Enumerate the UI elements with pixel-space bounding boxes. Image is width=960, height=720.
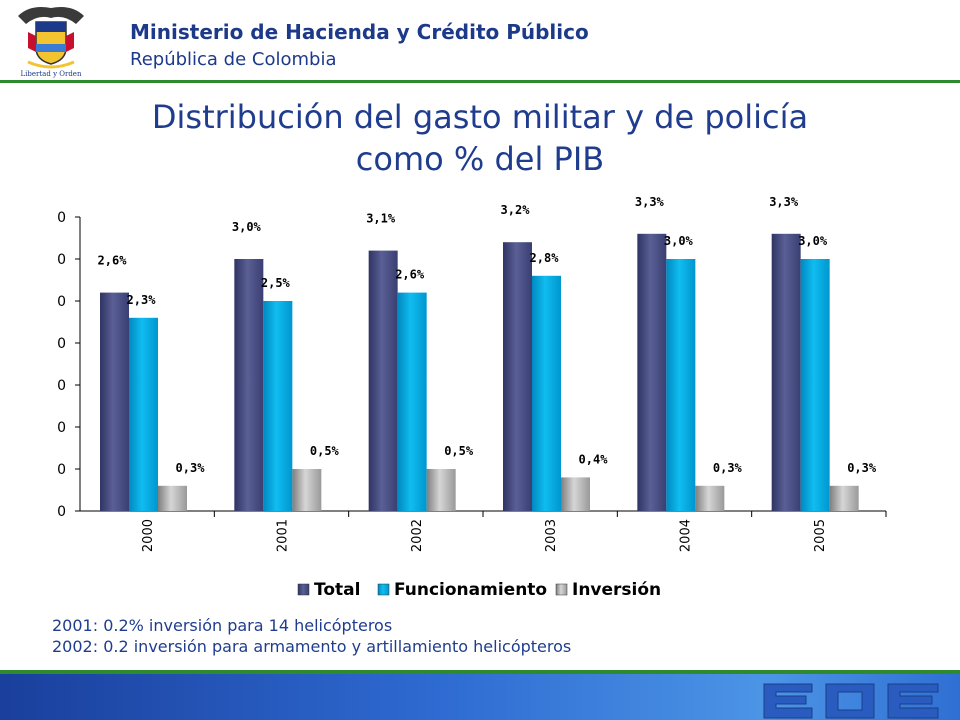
data-label: 2,8% bbox=[530, 251, 560, 265]
x-tick-label: 2000 bbox=[141, 519, 156, 552]
bar-inversión-2004 bbox=[695, 485, 725, 511]
bar-inversión-2005 bbox=[829, 485, 859, 511]
data-label: 2,3% bbox=[127, 293, 157, 307]
data-label: 3,3% bbox=[769, 195, 799, 209]
data-label: 0,4% bbox=[579, 452, 609, 466]
legend-label-funcionamiento: Funcionamiento bbox=[394, 580, 547, 600]
bar-funcionamiento-2002 bbox=[397, 292, 427, 511]
footer-logo-mark bbox=[763, 683, 939, 719]
data-label: 3,0% bbox=[798, 234, 828, 248]
y-tick-label: 0 bbox=[57, 420, 66, 436]
bar-inversión-2003 bbox=[561, 477, 590, 511]
bar-total-2002 bbox=[368, 250, 398, 511]
chart-axes: 0 0 0 0 0 0 0 0 2000 2001 2002 2003 2004 2005 bbox=[57, 210, 887, 552]
note-2001: 2001: 0.2% inversión para 14 helicóptero… bbox=[52, 616, 393, 635]
data-label: 0,5% bbox=[444, 444, 474, 458]
data-label: 0,3% bbox=[847, 461, 877, 475]
bar-total-2003 bbox=[503, 242, 532, 511]
bar-funcionamiento-2001 bbox=[263, 301, 293, 511]
x-tick-label: 2005 bbox=[813, 519, 828, 552]
y-tick-label: 0 bbox=[57, 378, 66, 394]
chart-data-labels: 2,6% 3,0% 3,1% 3,2% 3,3% 3,3% 2,3% 2,5% 2,6% 2,8%… bbox=[98, 195, 877, 475]
bar-funcionamiento-2003 bbox=[532, 275, 561, 511]
data-label: 2,6% bbox=[395, 268, 425, 282]
y-tick-label: 0 bbox=[57, 294, 66, 310]
bar-funcionamiento-2004 bbox=[666, 259, 696, 511]
data-label: 2,6% bbox=[98, 254, 128, 268]
y-tick-label: 0 bbox=[57, 252, 66, 268]
legend-label-inversión: Inversión bbox=[572, 580, 661, 600]
footer-divider bbox=[0, 670, 960, 674]
chart-title: Distribución del gasto militar y de poli… bbox=[151, 98, 809, 178]
data-label: 2,5% bbox=[261, 276, 291, 290]
data-label: 3,3% bbox=[635, 195, 665, 209]
y-tick-label: 0 bbox=[57, 336, 66, 352]
y-tick-label: 0 bbox=[57, 504, 66, 520]
coat-of-arms-logo: Libertad y Orden bbox=[18, 7, 84, 78]
republic-name: República de Colombia bbox=[130, 49, 337, 70]
chart-legend: Total Funcionamiento Inversión bbox=[297, 580, 661, 600]
x-tick-label: 2002 bbox=[410, 519, 425, 552]
x-tick-label: 2003 bbox=[544, 519, 559, 552]
data-label: 3,0% bbox=[232, 220, 262, 234]
data-label: 0,3% bbox=[176, 461, 206, 475]
bar-total-2005 bbox=[771, 233, 801, 512]
ministry-name: Ministerio de Hacienda y Crédito Público bbox=[130, 20, 589, 44]
bar-chart: 0 0 0 0 0 0 0 0 2000 2001 2002 2003 2004 2005 2,6% 3,0… bbox=[57, 195, 887, 600]
chart-bars bbox=[100, 233, 859, 512]
legend-swatch-funcionamiento bbox=[377, 583, 390, 596]
bar-funcionamiento-2000 bbox=[129, 317, 158, 511]
legend-swatch-total bbox=[297, 583, 310, 596]
bar-total-2004 bbox=[637, 233, 667, 512]
data-label: 3,1% bbox=[366, 212, 396, 226]
data-label: 3,0% bbox=[664, 234, 694, 248]
data-label: 3,2% bbox=[501, 203, 531, 217]
bar-inversión-2000 bbox=[158, 485, 187, 511]
bar-inversión-2002 bbox=[426, 469, 456, 511]
note-2002: 2002: 0.2 inversión para armamento y art… bbox=[52, 637, 572, 656]
legend-swatch-inversión bbox=[555, 583, 568, 596]
y-tick-label: 0 bbox=[57, 462, 66, 478]
bar-total-2000 bbox=[100, 292, 129, 511]
bar-inversión-2001 bbox=[292, 469, 322, 511]
header-divider bbox=[0, 80, 960, 83]
header: Libertad y Orden Ministerio de Hacienda … bbox=[0, 0, 960, 80]
x-tick-label: 2001 bbox=[276, 519, 291, 552]
bar-total-2001 bbox=[234, 259, 264, 511]
data-label: 0,3% bbox=[713, 461, 743, 475]
y-tick-label: 0 bbox=[57, 210, 66, 226]
bar-funcionamiento-2005 bbox=[800, 259, 830, 511]
x-tick-label: 2004 bbox=[679, 519, 694, 552]
data-label: 0,5% bbox=[310, 444, 340, 458]
legend-label-total: Total bbox=[314, 580, 360, 600]
motto-text: Libertad y Orden bbox=[21, 70, 82, 78]
